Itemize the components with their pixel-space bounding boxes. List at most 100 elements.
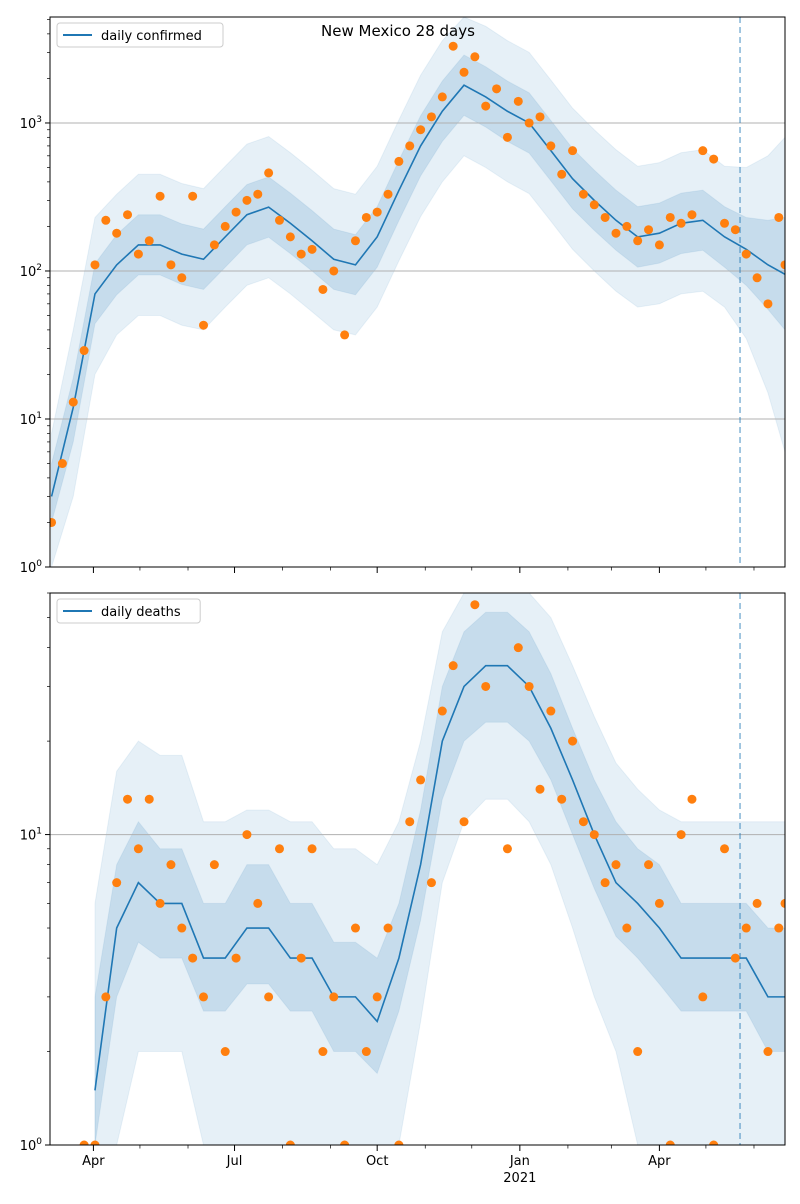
observed-point	[459, 67, 469, 77]
observed-point	[242, 830, 252, 840]
observed-point	[123, 210, 133, 220]
observed-point	[481, 681, 491, 691]
observed-point	[50, 517, 57, 527]
observed-point	[253, 898, 263, 908]
observed-point	[665, 212, 675, 222]
observed-point	[231, 953, 241, 963]
observed-point	[644, 860, 654, 870]
observed-point	[416, 125, 426, 135]
y-tick-base: 10	[20, 117, 37, 132]
observed-point	[698, 146, 708, 156]
observed-point	[199, 320, 209, 330]
y-tick-base: 10	[20, 561, 37, 576]
observed-point	[383, 189, 393, 199]
observed-point	[780, 260, 785, 270]
y-tick-exponent: 1	[36, 411, 42, 421]
observed-point	[437, 92, 447, 102]
observed-point	[459, 817, 469, 827]
observed-point	[730, 225, 740, 235]
observed-point	[774, 212, 784, 222]
observed-point	[274, 844, 284, 854]
observed-point	[296, 953, 306, 963]
observed-point	[535, 784, 545, 794]
observed-point	[318, 1047, 328, 1057]
observed-point	[709, 154, 719, 164]
observed-point	[730, 953, 740, 963]
observed-point	[155, 898, 165, 908]
observed-point	[752, 898, 762, 908]
y-tick-base: 10	[20, 413, 37, 428]
legend-box	[56, 22, 224, 48]
observed-point	[329, 992, 339, 1002]
y-tick-label: 100	[20, 559, 43, 576]
observed-point	[426, 878, 436, 888]
x-tick-label: Jan	[509, 1154, 530, 1169]
observed-point	[220, 1047, 230, 1057]
y-tick-base: 10	[20, 265, 37, 280]
observed-point	[611, 228, 621, 238]
observed-point	[568, 736, 578, 746]
chart-title: New Mexico 28 days	[321, 22, 475, 40]
observed-point	[340, 1140, 350, 1145]
observed-point	[340, 330, 350, 340]
observed-point	[372, 992, 382, 1002]
legend: daily deaths	[56, 598, 201, 624]
observed-point	[155, 191, 165, 201]
observed-point	[665, 1140, 675, 1145]
observed-point	[209, 240, 219, 250]
outer-band	[94, 593, 785, 1145]
observed-point	[502, 844, 512, 854]
observed-point	[720, 218, 730, 228]
observed-point	[622, 221, 632, 231]
plot-area	[50, 17, 785, 567]
median-line	[94, 664, 785, 1091]
x-tick-label: Jul	[226, 1154, 243, 1169]
observed-point	[709, 1140, 719, 1145]
axes-frame	[49, 16, 786, 568]
median-line	[50, 84, 785, 497]
observed-point	[350, 236, 360, 246]
observed-point	[394, 1140, 404, 1145]
observed-point	[589, 830, 599, 840]
observed-point	[644, 225, 654, 235]
observed-point	[90, 1140, 100, 1145]
observed-point	[405, 141, 415, 151]
observed-point	[481, 101, 491, 111]
y-tick-exponent: 3	[36, 115, 42, 125]
observed-point	[68, 397, 78, 407]
observed-point	[546, 141, 556, 151]
observed-point	[242, 195, 252, 205]
observed-point	[654, 898, 664, 908]
observed-point	[188, 191, 198, 201]
observed-point	[188, 953, 198, 963]
observed-point	[470, 52, 480, 62]
observed-point	[177, 923, 187, 933]
legend-label: daily confirmed	[101, 29, 202, 44]
observed-point	[513, 643, 523, 653]
observed-point	[166, 860, 176, 870]
y-tick-label: 101	[20, 411, 42, 428]
legend-box	[56, 598, 201, 624]
observed-point	[253, 189, 263, 199]
inner-band	[94, 611, 785, 1145]
observed-point	[557, 169, 567, 179]
observed-point	[492, 84, 502, 94]
observed-point	[350, 923, 360, 933]
observed-point	[546, 706, 556, 716]
observed-point	[470, 600, 480, 610]
observed-point	[676, 218, 686, 228]
observed-point	[698, 992, 708, 1002]
axes-frame	[49, 592, 786, 1146]
y-tick-base: 10	[20, 1139, 37, 1154]
observed-point	[633, 236, 643, 246]
observed-point	[307, 844, 317, 854]
y-tick-exponent: 0	[36, 1137, 42, 1147]
observed-point	[166, 260, 176, 270]
observed-point	[752, 273, 762, 283]
observed-point	[741, 923, 751, 933]
observed-point	[741, 249, 751, 259]
observed-point	[676, 830, 686, 840]
plot-area	[50, 593, 785, 1145]
observed-point	[285, 1140, 295, 1145]
